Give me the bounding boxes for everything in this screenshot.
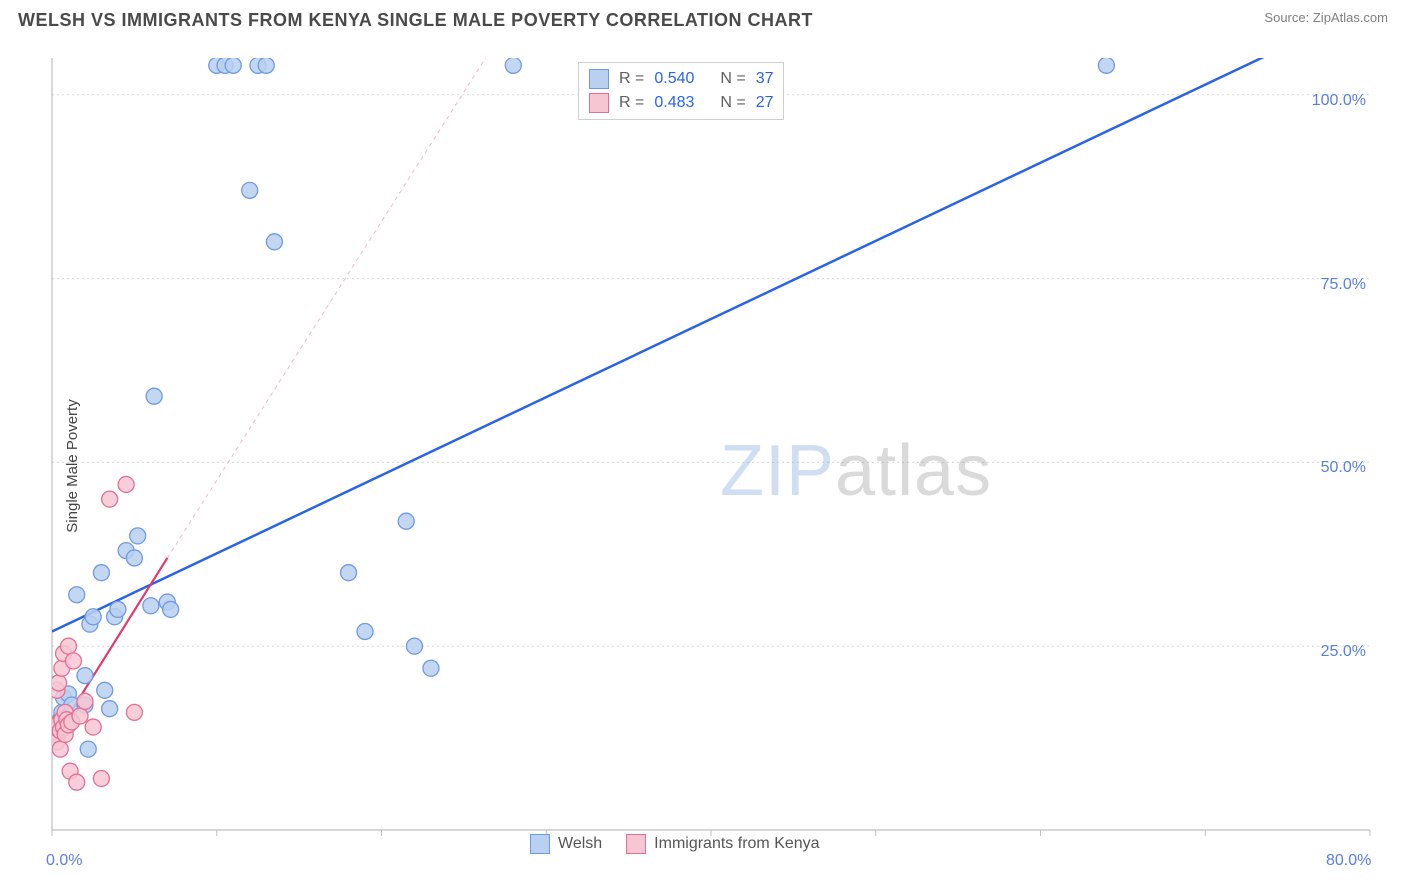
legend-item: Immigrants from Kenya <box>626 834 819 854</box>
chart-area: Single Male Poverty ZIPatlas R =0.540N =… <box>0 40 1406 892</box>
r-value: 0.483 <box>654 94 710 112</box>
scatter-plot <box>0 40 1406 892</box>
source-label: Source: <box>1264 10 1309 25</box>
legend-label: Immigrants from Kenya <box>654 835 819 853</box>
legend-swatch <box>589 93 609 113</box>
legend-swatch <box>530 834 550 854</box>
y-tick-label: 75.0% <box>1304 276 1366 294</box>
legend-swatch <box>589 69 609 89</box>
y-tick-label: 100.0% <box>1304 92 1366 110</box>
x-tick-label: 0.0% <box>46 852 82 870</box>
source-link[interactable]: ZipAtlas.com <box>1313 10 1388 25</box>
n-value: 37 <box>756 70 774 88</box>
x-tick-label: 80.0% <box>1326 852 1371 870</box>
source-attribution: Source: ZipAtlas.com <box>1264 10 1388 25</box>
correlation-legend: R =0.540N =37R =0.483N =27 <box>578 62 784 120</box>
legend-row: R =0.540N =37 <box>589 67 773 91</box>
legend-swatch <box>626 834 646 854</box>
r-value: 0.540 <box>654 70 710 88</box>
y-axis-label: Single Male Poverty <box>64 399 81 532</box>
legend-row: R =0.483N =27 <box>589 91 773 115</box>
chart-title: WELSH VS IMMIGRANTS FROM KENYA SINGLE MA… <box>18 10 813 31</box>
y-tick-label: 50.0% <box>1304 459 1366 477</box>
series-legend: Welsh Immigrants from Kenya <box>530 834 820 854</box>
y-tick-label: 25.0% <box>1304 643 1366 661</box>
legend-label: Welsh <box>558 835 602 853</box>
n-value: 27 <box>756 94 774 112</box>
legend-item: Welsh <box>530 834 602 854</box>
